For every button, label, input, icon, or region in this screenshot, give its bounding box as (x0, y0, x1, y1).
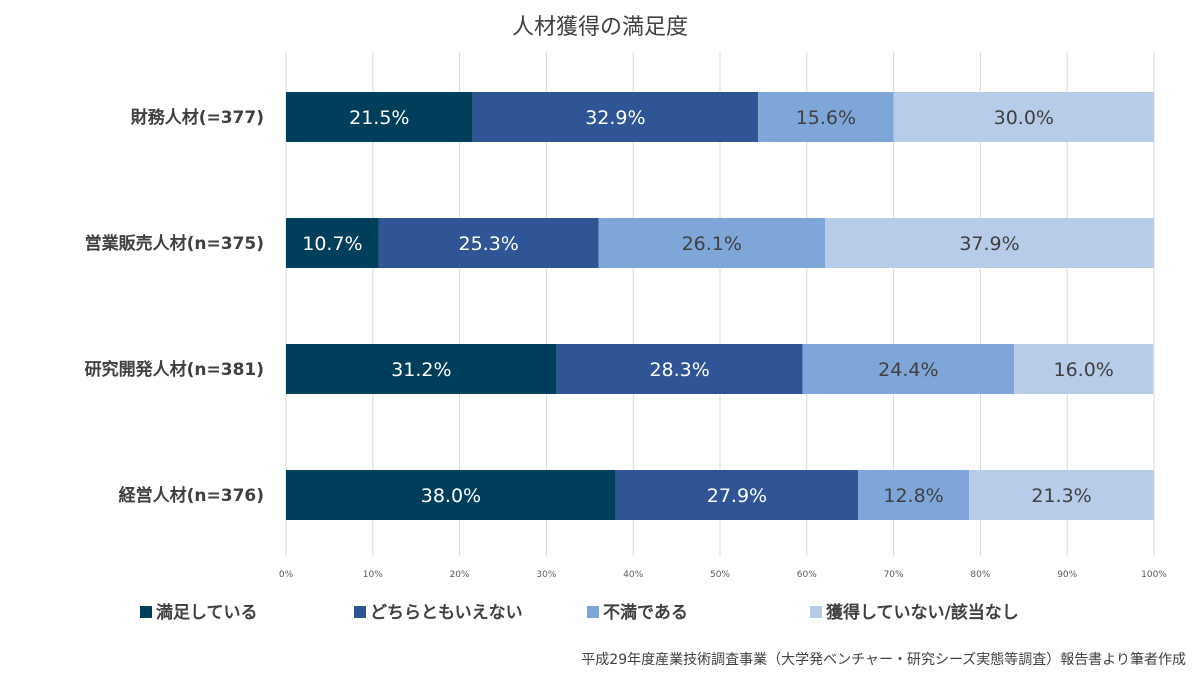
bar-segment (615, 470, 859, 520)
bar-segment (969, 470, 1154, 520)
data-label: 27.9% (707, 485, 767, 507)
legend-swatch (810, 606, 822, 618)
legend-label: 獲得していない/該当なし (826, 602, 1019, 623)
legend: 満足している どちらともいえない 不満である 獲得していない/該当なし (140, 602, 1019, 623)
x-tick-label: 90% (1057, 570, 1077, 580)
bar-segment (758, 92, 894, 142)
category-label: 営業販売人材(n=375) (85, 233, 264, 254)
data-label: 12.8% (883, 485, 943, 507)
source-note: 平成29年度産業技術調査事業（大学発ベンチャー・研究シーズ実態等調査）報告書より… (581, 651, 1186, 668)
legend-label: 満足している (156, 602, 258, 623)
bar-segment (893, 92, 1154, 142)
data-label: 28.3% (649, 359, 709, 381)
legend-item: 不満である (587, 602, 688, 623)
data-label: 38.0% (421, 485, 481, 507)
bar-segment (598, 218, 826, 268)
bar-segment (556, 344, 803, 394)
bar-segment (286, 470, 616, 520)
chart-title: 人材獲得の満足度 (512, 15, 688, 40)
bar-segment (286, 92, 473, 142)
bar-segment (1014, 344, 1154, 394)
legend-item: どちらともいえない (354, 603, 523, 623)
x-tick-label: 30% (536, 570, 556, 580)
x-tick-label: 80% (970, 570, 990, 580)
legend-label: 不満である (603, 602, 688, 623)
data-label: 26.1% (682, 233, 742, 255)
legend-item: 満足している (140, 602, 258, 623)
data-label: 37.9% (959, 233, 1019, 255)
bar-segment (472, 92, 759, 142)
x-tick-label: 50% (710, 570, 730, 580)
data-label: 24.4% (878, 359, 938, 381)
data-label: 16.0% (1054, 359, 1114, 381)
legend-swatch (587, 606, 599, 618)
legend-swatch (354, 606, 366, 618)
x-tick-label: 10% (363, 570, 383, 580)
bar-segment (825, 218, 1154, 268)
data-label: 15.6% (796, 107, 856, 129)
data-label: 30.0% (994, 107, 1054, 129)
x-tick-label: 70% (884, 570, 904, 580)
category-labels: 財務人材(=377) 営業販売人材(n=375) 研究開発人材(n=381) 経営人材… (85, 107, 264, 506)
legend-label: どちらともいえない (370, 603, 523, 623)
data-label: 10.7% (302, 233, 362, 255)
data-label: 21.3% (1031, 485, 1091, 507)
x-tick-label: 60% (797, 570, 817, 580)
legend-swatch (140, 606, 152, 618)
bar-segment (286, 344, 557, 394)
data-label: 25.3% (458, 233, 518, 255)
data-label: 31.2% (391, 359, 451, 381)
bar-segment (858, 470, 970, 520)
x-tick-label: 40% (623, 570, 643, 580)
bar-segment (286, 218, 379, 268)
x-tick-label: 100% (1141, 570, 1167, 580)
data-label: 21.5% (349, 107, 409, 129)
x-axis-tick-labels: 0% 10% 20% 30% 40% 50% 60% 70% 80% 90% 100% (279, 570, 1167, 580)
x-tick-label: 20% (450, 570, 470, 580)
bar-segments: 21.5% 32.9% 15.6% 30.0% 10.7% 25.3% 26.1% 37.9%… (286, 92, 1154, 520)
category-label: 経営人材(n=376) (119, 485, 264, 506)
data-label: 32.9% (585, 107, 645, 129)
category-label: 財務人材(=377) (130, 107, 264, 128)
category-label: 研究開発人材(n=381) (85, 359, 264, 380)
legend-item: 獲得していない/該当なし (810, 602, 1019, 623)
x-tick-label: 0% (279, 570, 294, 580)
bar-segment (802, 344, 1015, 394)
bar-segment (378, 218, 599, 268)
